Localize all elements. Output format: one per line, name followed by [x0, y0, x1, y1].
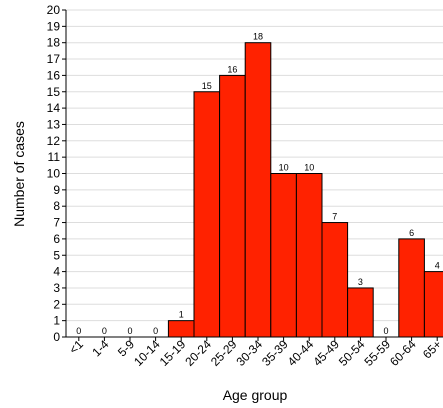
x-tick-label: 60-64	[387, 337, 419, 369]
y-tick-label: 18	[47, 36, 61, 50]
x-tick-label: 50-54	[336, 337, 368, 369]
y-tick-label: 1	[53, 314, 60, 328]
data-label: 10	[279, 163, 289, 173]
y-tick-label: 12	[47, 134, 61, 148]
data-label: 4	[435, 261, 440, 271]
data-label: 0	[127, 326, 132, 336]
x-tick-label: 20-24	[182, 337, 214, 369]
y-tick-label: 7	[53, 216, 60, 230]
bar	[398, 238, 425, 338]
x-tick-labels: <1 1-4 5-910-1415-1920-2425-2930-3435-3940…	[66, 337, 443, 369]
x-tick-label: 65+	[420, 337, 443, 361]
y-tick-label: 17	[47, 52, 61, 66]
y-tick-label: 13	[47, 117, 61, 131]
x-axis-title: Age group	[223, 387, 288, 403]
bar	[347, 287, 374, 338]
y-tick-label: 11	[48, 150, 61, 164]
data-label: 6	[409, 228, 414, 238]
bar	[244, 42, 272, 338]
y-tick-label: 2	[53, 297, 60, 311]
data-label: 15	[202, 81, 212, 91]
bar	[193, 91, 221, 338]
data-label: 0	[76, 326, 81, 336]
data-label: 18	[253, 32, 263, 42]
bar	[295, 173, 323, 338]
x-tick-label: 10-14	[131, 337, 163, 369]
y-tick-label: 10	[47, 167, 61, 181]
y-tick-label: 5	[53, 248, 60, 262]
y-tick-label: 15	[47, 85, 61, 99]
x-tick-label: 40-44	[285, 337, 317, 369]
y-tick-label: 4	[53, 265, 60, 279]
y-tick-label: 19	[47, 19, 61, 33]
x-tick-label: 25-29	[208, 337, 240, 369]
y-tick-label: 8	[53, 199, 60, 213]
bars	[167, 42, 443, 338]
x-tick-label: 30-34	[234, 337, 266, 369]
bar	[219, 74, 246, 338]
y-tick-label: 0	[53, 330, 60, 344]
y-tick-label: 20	[47, 3, 61, 17]
data-label: 0	[383, 326, 388, 336]
x-tick-label: 45-49	[310, 337, 342, 369]
y-tick-label: 14	[47, 101, 61, 115]
x-tick-label: <1	[66, 337, 86, 357]
x-tick-label: 1-4	[89, 337, 111, 359]
y-tick-label: 6	[53, 232, 60, 246]
data-label: 3	[358, 277, 363, 287]
data-label: 16	[227, 64, 237, 74]
y-axis-title: Number of cases	[11, 121, 27, 227]
data-label: 10	[304, 163, 314, 173]
y-tick-label: 9	[53, 183, 60, 197]
data-labels: 0 0 0 0 1 15 16 18 10 10 7 3 0 6 4	[76, 32, 439, 336]
x-tick-label: 55-59	[362, 337, 394, 369]
x-tick-label: 35-39	[259, 337, 291, 369]
y-tick-label: 3	[53, 281, 60, 295]
x-tick-label: 15-19	[157, 337, 189, 369]
data-label: 0	[153, 326, 158, 336]
y-tick-label: 16	[47, 68, 61, 82]
bar	[167, 320, 195, 338]
data-label: 0	[102, 326, 107, 336]
data-label: 7	[332, 212, 337, 222]
bar	[423, 271, 443, 338]
bar	[270, 173, 297, 338]
data-label: 1	[179, 310, 184, 320]
bar	[321, 222, 349, 338]
